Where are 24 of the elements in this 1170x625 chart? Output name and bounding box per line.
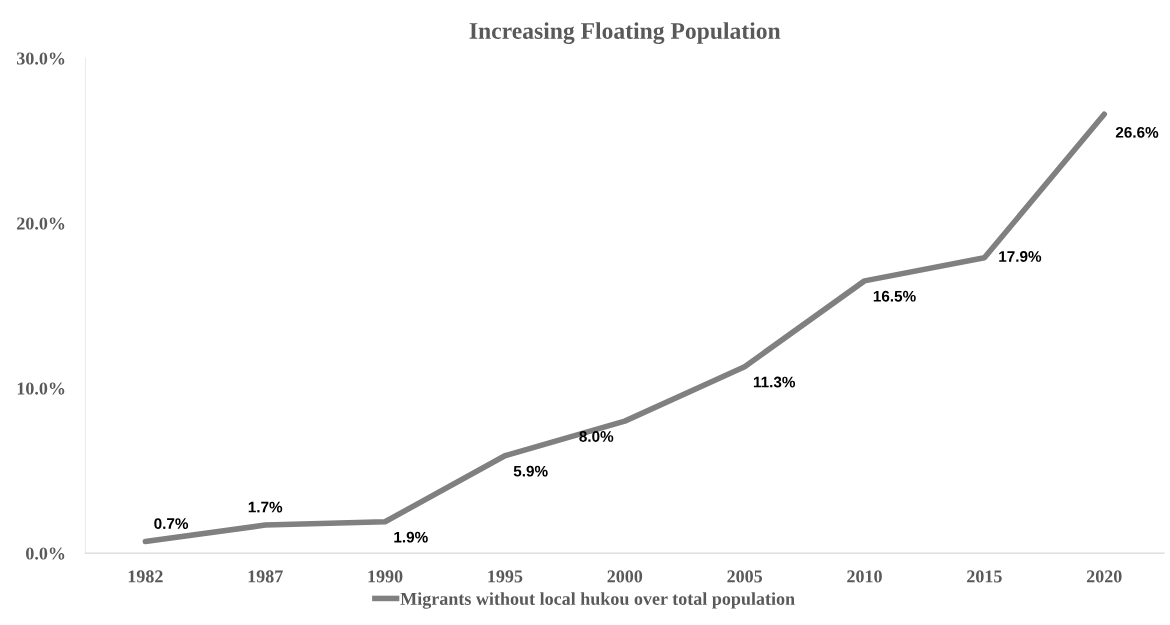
x-tick-label: 1987	[248, 570, 283, 583]
data-label: 5.9%	[513, 465, 548, 477]
data-label: 8.0%	[579, 431, 614, 442]
x-tick-label: 1990	[368, 570, 403, 583]
x-tick-label: 2015	[967, 570, 1002, 583]
x-tick-label: 2010	[847, 570, 882, 583]
chart-title: Increasing Floating Population	[469, 22, 781, 44]
legend-label: Migrants without local hukou over total population	[400, 592, 795, 609]
x-tick-label: 1982	[128, 570, 163, 583]
x-tick-label: 2000	[607, 570, 643, 583]
y-tick-label: 30.0%	[16, 52, 65, 65]
x-tick-label: 2005	[727, 570, 763, 583]
data-label: 1.9%	[394, 531, 428, 543]
data-label: 17.9%	[999, 251, 1042, 262]
data-label: 16.5%	[873, 290, 916, 302]
y-tick-label: 0.0%	[26, 547, 65, 560]
data-label: 1.7%	[248, 501, 283, 513]
x-tick-label: 2020	[1086, 570, 1122, 583]
y-tick-label: 10.0%	[17, 382, 65, 395]
data-label: 26.6%	[1115, 126, 1159, 138]
data-label: 0.7%	[154, 518, 189, 530]
data-label: 11.3%	[753, 376, 796, 388]
y-tick-label: 20.0%	[17, 217, 65, 230]
x-tick-label: 1995	[488, 570, 523, 583]
